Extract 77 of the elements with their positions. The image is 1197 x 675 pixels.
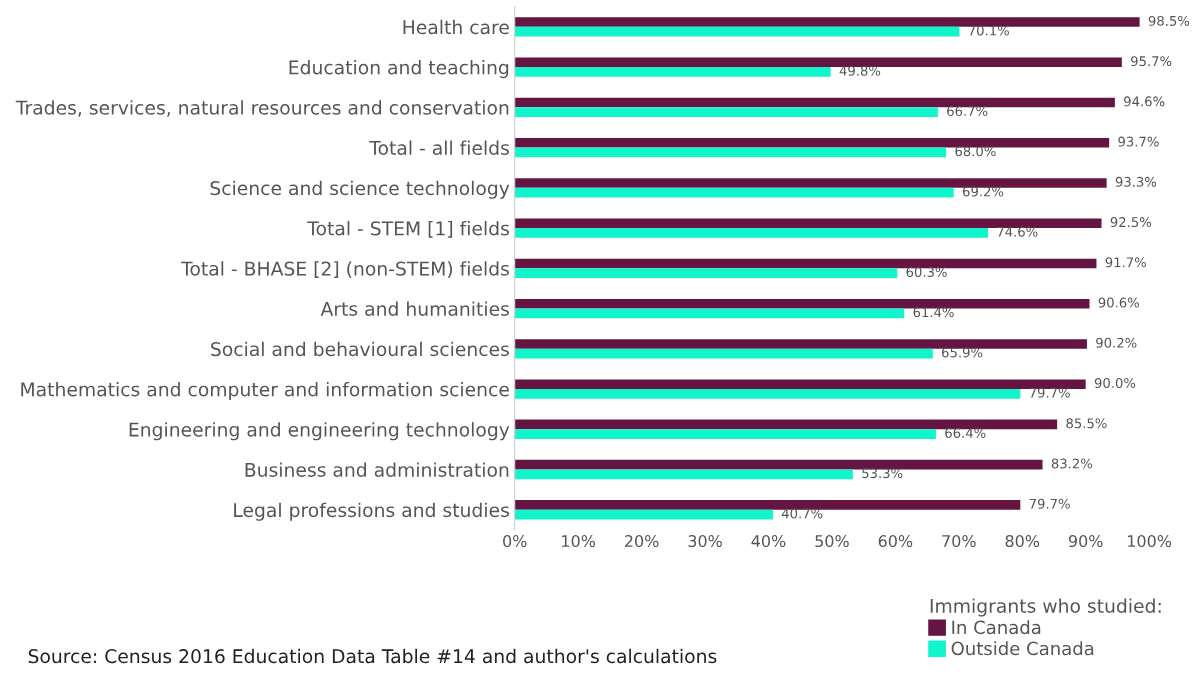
x-tick-label: 10% [562,535,596,548]
x-tick-label: 50% [815,535,849,548]
y-tick-label: Social and behavioural sciences [211,341,509,357]
y-tick-label: Total - STEM [1] fields [307,220,509,238]
data-label: 40.7% [781,508,823,519]
data-label: 66.7% [947,106,988,117]
bar [514,107,938,118]
bar [514,469,853,480]
y-tick-label: Business and administration [245,462,509,477]
legend-title: Immigrants who studied: [930,598,1161,617]
bar [514,500,1021,510]
data-label: 83.2% [1051,458,1093,469]
bar [514,459,1043,470]
data-label: 74.6% [997,226,1038,237]
y-tick-label: Mathematics and computer and information science [21,381,509,401]
x-tick-label: 70% [942,535,976,548]
bar [514,147,947,158]
bar [514,298,1090,309]
data-label: 94.6% [1124,96,1165,107]
y-tick-label: Total - BHASE [2] (non-STEM) fields [181,261,509,278]
data-label: 68.0% [955,146,996,157]
data-label: 98.5% [1148,15,1190,26]
x-tick-label: 90% [1068,535,1103,548]
bar [514,26,960,37]
bar [514,97,1115,108]
data-label: 65.9% [942,347,983,358]
data-label: 90.0% [1094,378,1136,389]
x-tick-label: 60% [878,535,913,548]
y-tick-label: Total - all fields [369,140,509,155]
data-label: 91.7% [1105,257,1146,268]
data-label: 92.5% [1110,217,1152,228]
bar [514,17,1140,27]
x-tick-label: 30% [688,535,722,548]
bar [514,67,831,77]
bar [514,187,954,198]
data-label: 93.3% [1115,176,1157,187]
x-tick-label: 80% [1005,535,1040,548]
data-label: 53.3% [862,468,903,479]
bar [514,137,1110,148]
y-tick-label: Science and science technology [210,180,510,199]
bar [514,429,936,439]
bar [514,339,1087,349]
bar [514,228,988,238]
data-label: 85.5% [1066,418,1107,429]
x-tick-label: 20% [625,535,659,548]
bar [514,268,898,278]
y-tick-label: Legal professions and studies [234,502,509,521]
legend-label: Outside Canada [951,641,1094,656]
bar [514,348,933,359]
data-label: 90.2% [1096,337,1137,348]
bar [514,178,1107,188]
data-label: 61.4% [913,307,954,318]
data-label: 79.7% [1029,387,1070,398]
data-label: 79.7% [1029,498,1070,509]
data-label: 70.1% [968,25,1009,36]
data-label: 95.7% [1131,56,1172,67]
y-tick-label: Engineering and engineering technology [129,422,510,441]
x-tick-label: 100% [1128,535,1172,548]
data-label: 69.2% [962,186,1004,197]
y-tick-label: Trades, services, natural resources and conservation [15,100,509,117]
bar [514,258,1097,269]
bar [514,509,773,520]
data-label: 49.8% [839,65,881,76]
y-tick-label: Education and teaching [289,59,509,79]
source-note: Source: Census 2016 Education Data Table #14 and author's calculations [28,648,717,664]
bar [514,419,1058,430]
x-tick-label: 40% [751,535,786,548]
data-label: 60.3% [906,266,947,277]
data-label: 93.7% [1118,136,1159,147]
x-tick-label: 0% [503,535,527,548]
data-label: 66.4% [945,427,986,438]
bar [514,389,1021,399]
y-tick-label: Health care [403,19,509,35]
bar [514,308,905,319]
legend-label: In Canada [952,620,1041,635]
y-tick-label: Arts and humanities [320,301,509,316]
data-label: 90.6% [1098,297,1140,308]
